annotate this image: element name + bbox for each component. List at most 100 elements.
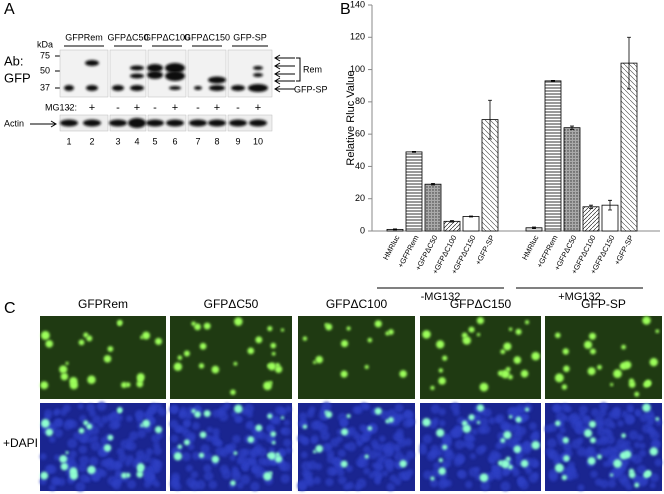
merged-cell: [247, 436, 255, 443]
gfp-cell: [142, 331, 151, 340]
actin-band: [166, 119, 184, 127]
gfp-cell: [173, 362, 183, 371]
merged-cell: [436, 428, 445, 437]
error-bar: [412, 151, 416, 153]
error-bar: [488, 99, 492, 140]
nucleus: [250, 481, 260, 492]
nucleus: [183, 420, 191, 428]
nucleus: [465, 434, 473, 443]
nucleus: [326, 454, 336, 464]
nucleus: [53, 454, 61, 461]
y-tick-label: 60: [355, 129, 365, 139]
nucleus: [648, 427, 657, 436]
merged-cell: [505, 456, 511, 462]
merged-cell: [513, 445, 522, 454]
nucleus: [500, 481, 511, 492]
merged-cell: [194, 410, 201, 418]
nucleus: [555, 411, 566, 422]
gfp-cell: [442, 355, 448, 361]
nucleus: [148, 472, 156, 480]
merged-cell: [399, 460, 407, 468]
gfp-cell: [628, 378, 635, 384]
nucleus: [603, 427, 611, 435]
lane-number: 6: [172, 136, 177, 146]
column-label: GFPRem: [78, 297, 128, 311]
nucleus: [208, 480, 218, 490]
merged-cell: [501, 459, 510, 469]
gfp-cell: [554, 332, 561, 339]
gfp-cell: [554, 373, 564, 383]
merged-cell: [520, 459, 529, 468]
nucleus: [200, 444, 210, 454]
nucleus: [613, 467, 623, 476]
gfp-cell: [274, 365, 283, 373]
gfp-cell: [45, 340, 54, 348]
gfp-cell: [40, 330, 50, 340]
nucleus: [383, 447, 394, 458]
merged-cell: [270, 431, 277, 437]
nucleus: [586, 446, 596, 456]
gfp-cell: [513, 356, 522, 364]
nucleus: [549, 472, 558, 482]
nucleus: [156, 432, 164, 439]
gfp-cell: [121, 382, 128, 388]
merged-cell: [422, 417, 431, 427]
nucleus: [547, 438, 557, 448]
nucleus: [214, 439, 222, 447]
bar: [462, 216, 480, 232]
band: [194, 86, 202, 90]
band: [130, 65, 144, 71]
nucleus: [617, 420, 624, 427]
nucleus: [523, 440, 531, 448]
nucleus: [69, 450, 77, 458]
nucleus: [254, 470, 263, 478]
gfp-cell: [562, 348, 569, 355]
merged-cell: [583, 429, 593, 438]
nucleus: [100, 459, 109, 468]
lane-number: 1: [66, 136, 71, 146]
error-bar: [431, 182, 435, 186]
bar: [544, 80, 562, 232]
merged-cell: [655, 417, 660, 421]
gfp-cell: [613, 369, 622, 378]
error-bar: [450, 220, 454, 223]
merged-cell: [69, 471, 79, 480]
nucleus: [439, 478, 448, 487]
nucleus: [212, 428, 220, 436]
column-label: GFP-SP: [581, 297, 626, 311]
gfp-cell: [302, 336, 308, 341]
band: [208, 76, 226, 84]
nucleus: [79, 473, 89, 483]
nucleus: [649, 473, 660, 483]
nucleus: [428, 420, 438, 429]
merged-cell: [340, 428, 349, 436]
nucleus: [371, 462, 378, 469]
merged-cell: [388, 416, 394, 423]
nucleus: [378, 435, 386, 443]
nucleus: [241, 407, 249, 416]
merged-cell: [346, 413, 351, 419]
actin-band: [229, 119, 247, 127]
merged-cell: [479, 473, 489, 482]
merged-cell: [561, 474, 568, 481]
nucleus: [612, 406, 622, 415]
nucleus: [297, 481, 307, 492]
nucleus: [281, 426, 291, 436]
nucleus: [205, 434, 213, 442]
merged-cell: [476, 420, 481, 425]
band: [147, 64, 163, 72]
nucleus: [170, 434, 179, 443]
merged-cell: [142, 419, 151, 428]
merged-cell: [313, 450, 317, 454]
nucleus: [368, 471, 376, 479]
nucleus: [654, 458, 663, 467]
merged-cell: [642, 403, 651, 412]
nucleus: [300, 451, 308, 459]
nucleus: [50, 476, 61, 486]
panel-label: A: [4, 1, 15, 18]
treatment-label: MG132:: [45, 102, 77, 112]
gfp-cell: [263, 381, 272, 391]
nucleus: [129, 431, 139, 441]
nucleus: [602, 460, 610, 468]
nucleus: [590, 470, 598, 478]
